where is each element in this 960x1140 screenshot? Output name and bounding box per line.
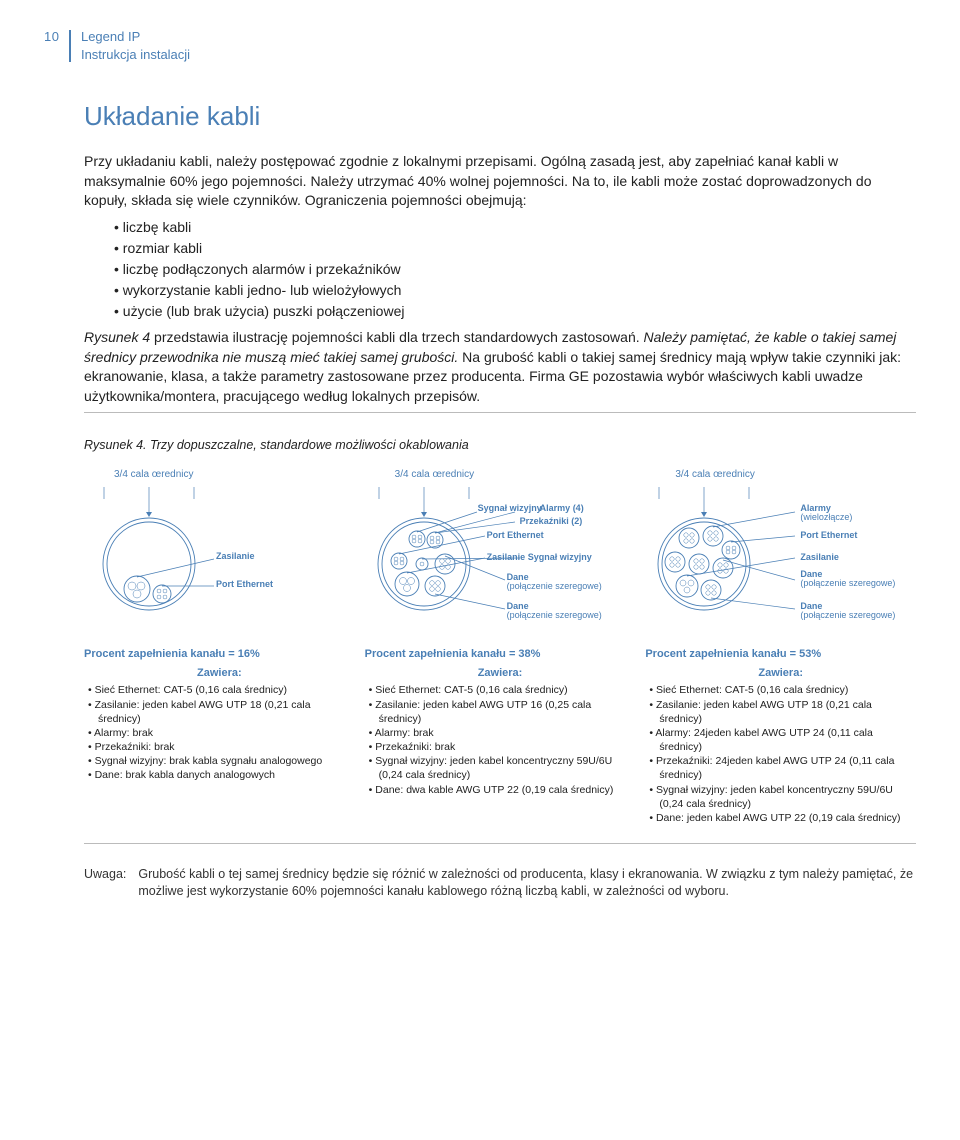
figure-col-1: 3/4 cala œrednicy <box>84 468 355 825</box>
header-divider <box>69 30 71 62</box>
rule-above-caption <box>84 412 916 413</box>
bullet-item: wykorzystanie kabli jedno- lub wielożyło… <box>108 280 916 301</box>
rule-above-note <box>84 843 916 844</box>
page-number: 10 <box>44 28 59 46</box>
fill-percent-1: Procent zapełnienia kanału = 16% <box>84 647 355 662</box>
label-wiz2: Sygnał wizyjny <box>528 552 592 562</box>
diameter-label: 3/4 cala œrednicy <box>365 468 636 482</box>
label-dane2b: (połączenie szeregowe) <box>800 610 895 620</box>
figure-caption: Rysunek 4. Trzy dopuszczalne, standardow… <box>84 437 916 454</box>
spec-list-3: Sieć Ethernet: CAT-5 (0,16 cala średnicy… <box>645 683 916 825</box>
capacity-bullet-list: liczbę kabli rozmiar kabli liczbę podłąc… <box>108 217 916 322</box>
spec-item: Sieć Ethernet: CAT-5 (0,16 cala średnicy… <box>369 683 636 697</box>
spec-item: Zasilanie: jeden kabel AWG UTP 18 (0,21 … <box>88 698 355 726</box>
label-dane1b: (połączenie szeregowe) <box>800 578 895 588</box>
spec-item: Alarmy: 24jeden kabel AWG UTP 24 (0,11 c… <box>649 726 916 754</box>
header-line1: Legend IP <box>81 28 190 46</box>
figure-col-2: 3/4 cala œrednicy <box>365 468 636 825</box>
label-wiz: Sygnał wizyjny <box>478 503 542 513</box>
spec-item: Sygnał wizyjny: brak kabla sygnału analo… <box>88 754 355 768</box>
bullet-item: liczbę podłączonych alarmów i przekaźnik… <box>108 259 916 280</box>
note-text: Grubość kabli o tej samej średnicy będzi… <box>138 866 916 900</box>
spec-item: Przekaźniki: brak <box>88 740 355 754</box>
label-alarmy: Alarmy (4) <box>540 503 584 513</box>
spec-item: Alarmy: brak <box>369 726 636 740</box>
spec-item: Zasilanie: jeden kabel AWG UTP 18 (0,21 … <box>649 698 916 726</box>
bullet-item: rozmiar kabli <box>108 238 916 259</box>
body-text: Przy układaniu kabli, należy postępować … <box>84 152 916 211</box>
spec-item: Zasilanie: jeden kabel AWG UTP 16 (0,25 … <box>369 698 636 726</box>
note-row: Uwaga: Grubość kabli o tej samej średnic… <box>84 866 916 900</box>
figure-col-3: 3/4 cala œrednicy <box>645 468 916 825</box>
spec-item: Przekaźniki: 24jeden kabel AWG UTP 24 (0… <box>649 754 916 782</box>
label-port: Port Ethernet <box>216 579 273 589</box>
label-zas: Zasilanie <box>487 552 526 562</box>
spec-item: Sygnał wizyjny: jeden kabel koncentryczn… <box>369 754 636 782</box>
fill-percent-2: Procent zapełnienia kanału = 38% <box>365 647 636 662</box>
contains-3: Zawiera: <box>645 666 916 681</box>
bullet-item: liczbę kabli <box>108 217 916 238</box>
spec-item: Dane: dwa kable AWG UTP 22 (0,19 cala śr… <box>369 783 636 797</box>
header-text: Legend IP Instrukcja instalacji <box>81 28 190 63</box>
label-dane1b: (połączenie szeregowe) <box>507 581 602 591</box>
conduit-svg-3 <box>645 484 805 639</box>
spec-item: Dane: brak kabla danych analogowych <box>88 768 355 782</box>
contains-2: Zawiera: <box>365 666 636 681</box>
cable-diagram-2: Sygnał wizyjny Alarmy (4) Przekaźniki (2… <box>365 484 636 639</box>
label-zasilanie: Zasilanie <box>216 551 255 561</box>
diameter-label: 3/4 cala œrednicy <box>645 468 916 482</box>
cable-diagram-1: Zasilanie Port Ethernet <box>84 484 355 639</box>
header-line2: Instrukcja instalacji <box>81 46 190 64</box>
section-title: Układanie kabli <box>84 99 916 134</box>
bullet-item: użycie (lub brak użycia) puszki połączen… <box>108 301 916 322</box>
fill-percent-3: Procent zapełnienia kanału = 53% <box>645 647 916 662</box>
label-alarmyb: (wielozłącze) <box>800 512 852 522</box>
spec-item: Sieć Ethernet: CAT-5 (0,16 cala średnicy… <box>649 683 916 697</box>
fig-ref: Rysunek 4 <box>84 329 150 345</box>
spec-item: Sygnał wizyjny: jeden kabel koncentryczn… <box>649 783 916 811</box>
explanatory-paragraph: Rysunek 4 przedstawia ilustrację pojemno… <box>84 328 916 406</box>
intro-paragraph: Przy układaniu kabli, należy postępować … <box>84 152 916 211</box>
spec-item: Przekaźniki: brak <box>369 740 636 754</box>
diameter-label: 3/4 cala œrednicy <box>84 468 355 482</box>
note-label: Uwaga: <box>84 866 126 900</box>
spec-item: Sieć Ethernet: CAT-5 (0,16 cala średnicy… <box>88 683 355 697</box>
label-port: Port Ethernet <box>487 530 544 540</box>
label-zas: Zasilanie <box>800 552 839 562</box>
spec-item: Dane: jeden kabel AWG UTP 22 (0,19 cala … <box>649 811 916 825</box>
spec-list-1: Sieć Ethernet: CAT-5 (0,16 cala średnicy… <box>84 683 355 782</box>
page-header: 10 Legend IP Instrukcja instalacji <box>44 28 916 63</box>
contains-1: Zawiera: <box>84 666 355 681</box>
figure-number: Rysunek 4. <box>84 438 147 452</box>
figure-row: 3/4 cala œrednicy <box>84 468 916 825</box>
label-przek: Przekaźniki (2) <box>520 516 583 526</box>
figure-title: Trzy dopuszczalne, standardowe możliwośc… <box>147 438 469 452</box>
conduit-svg-1 <box>84 484 244 639</box>
spec-item: Alarmy: brak <box>88 726 355 740</box>
label-dane2b: (połączenie szeregowe) <box>507 610 602 620</box>
para2-mid: przedstawia ilustrację pojemności kabli … <box>150 329 643 345</box>
cable-diagram-3: Alarmy (wielozłącze) Port Ethernet Zasil… <box>645 484 916 639</box>
label-port: Port Ethernet <box>800 530 857 540</box>
spec-list-2: Sieć Ethernet: CAT-5 (0,16 cala średnicy… <box>365 683 636 796</box>
